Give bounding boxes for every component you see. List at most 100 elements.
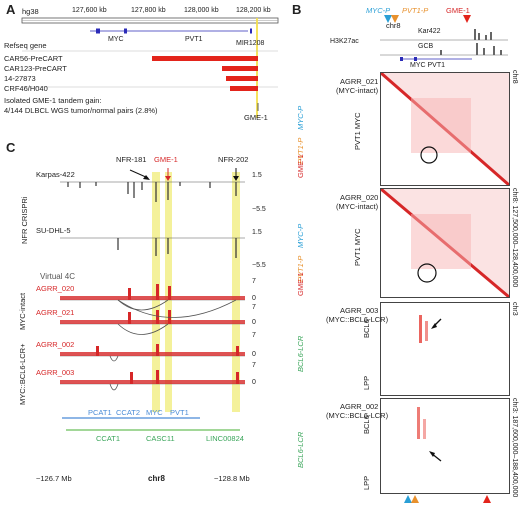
gain-bar — [222, 66, 258, 71]
tick: −5.5 — [252, 206, 266, 213]
tick: 0 — [252, 295, 256, 302]
tick: 0 — [252, 319, 256, 326]
gene-label: MYC — [108, 36, 124, 43]
chrom-label: chr8 — [386, 21, 401, 30]
gain-bar — [230, 86, 258, 91]
group-label: MYC::BCL6-LCR+ — [18, 343, 27, 405]
gene-ccat2: CCAT2 — [116, 408, 141, 417]
chr-coords: chr3: 187,600,000–188,400,000 — [511, 398, 518, 498]
map-subtitle: (MYC::BCL6-LCR) — [326, 315, 389, 324]
tick: −5.5 — [252, 262, 266, 269]
promoter-arrows — [384, 15, 471, 23]
gene-myc: MYC — [146, 408, 163, 417]
kar422-label: Kar422 — [418, 28, 441, 35]
map-title: AGRR_020 — [340, 193, 379, 202]
nfr202-label: NFR-202 — [218, 155, 249, 164]
tick-label: 127,800 kb — [131, 7, 166, 14]
gme-note: Isolated GME-1 tandem gain: — [4, 96, 102, 105]
sample-label: AGRR_020 — [36, 284, 75, 293]
cell-line-label: SU-DHL-5 — [36, 226, 71, 235]
gme1-label: GME-1 — [244, 113, 268, 122]
myc-promoter-icon — [384, 15, 392, 23]
tick: 7 — [252, 278, 256, 285]
sample-label: CAR123-PreCART — [4, 64, 67, 73]
h3k27ac-track — [380, 29, 508, 56]
myc-p-side: MYC-P — [296, 105, 305, 130]
map-title: AGRR_002 — [340, 402, 379, 411]
v4c-label: Virtual 4C — [40, 272, 75, 281]
gme1-triangle-icon — [483, 495, 491, 503]
nfr181-label: NFR-181 — [116, 155, 147, 164]
refseq-label: Refseq gene — [4, 41, 47, 50]
bcl6-lcr-side: BCL6-LCR — [296, 335, 305, 372]
panel-c-graphics — [60, 168, 245, 431]
tick: 0 — [252, 351, 256, 358]
hic-map-002 — [380, 398, 510, 494]
myc-promoter-icon — [404, 495, 412, 503]
hic-map-003 — [380, 302, 510, 396]
axis-left: ~126.7 Mb — [36, 474, 72, 483]
sample-label: CAR56-PreCART — [4, 54, 63, 63]
chr-side: chr8 — [511, 70, 518, 84]
tick: 7 — [252, 332, 256, 339]
chr-coords: chr8: 127,500,000–128,400,000 — [511, 188, 518, 288]
myc-p-side: MYC-P — [296, 223, 305, 248]
gain-bar — [226, 76, 258, 81]
gene-ccat1: CCAT1 — [96, 434, 121, 443]
side-genes: PVT1 MYC — [353, 112, 362, 150]
lpp-side: LPP — [362, 375, 371, 390]
map-subtitle: (MYC::BCL6-LCR) — [326, 411, 389, 420]
gene-pcat1: PCAT1 — [88, 408, 112, 417]
tick-label: 127,600 kb — [72, 7, 107, 14]
gene-pvt1: PVT1 — [170, 408, 189, 417]
panel-b-letter: B — [292, 2, 302, 17]
panel-a-letter: A — [6, 2, 16, 17]
gme1-top-label: GME-1 — [446, 6, 470, 15]
lpp-side: LPP — [362, 475, 371, 490]
bcl6-lcr-side: BCL6-LCR — [296, 431, 305, 468]
gcb-label: GCB — [418, 43, 434, 50]
bcl6-side: BCL6 — [362, 319, 371, 338]
gme1-label: GME-1 — [154, 155, 178, 164]
gene-casc11: CASC11 — [146, 434, 175, 443]
bcl6-side: BCL6 — [362, 415, 371, 434]
axis-chrom: chr8 — [148, 474, 165, 483]
gain-bar — [152, 56, 258, 61]
pvt1-promoter-icon — [411, 495, 419, 503]
gme-note-2: 4/144 DLBCL WGS tumor/normal pairs (2.8%… — [4, 106, 158, 115]
gme1-triangle-icon — [463, 15, 471, 23]
genome-label: hg38 — [22, 7, 39, 16]
map-subtitle: (MYC-intact) — [336, 202, 379, 211]
map-title: AGRR_003 — [340, 306, 379, 315]
tick: 7 — [252, 304, 256, 311]
tick-label: 128,200 kb — [236, 7, 271, 14]
myc-p-label: MYC-P — [366, 6, 391, 15]
axis-right: ~128.8 Mb — [214, 474, 250, 483]
gene-model — [400, 57, 472, 61]
chr-side: chr3 — [511, 302, 518, 316]
panel-c-letter: C — [6, 140, 16, 155]
map-title: AGRR_021 — [340, 77, 379, 86]
pvt1-p-label: PVT1-P — [402, 6, 429, 15]
tick-label: 128,000 kb — [184, 7, 219, 14]
group-label: MYC-intact — [18, 292, 27, 330]
h3k27ac-label: H3K27ac — [330, 38, 359, 45]
sample-label: AGRR_021 — [36, 308, 75, 317]
nfr202-highlight — [232, 172, 240, 412]
gene-row-label: MYC PVT1 — [410, 62, 446, 69]
cell-line-label: Karpas-422 — [36, 170, 75, 179]
pvt1-promoter-icon — [391, 15, 399, 23]
sample-label: 14-27873 — [4, 74, 36, 83]
hic-map-021 — [380, 72, 510, 186]
tick: 1.5 — [252, 229, 262, 236]
tick: 7 — [252, 362, 256, 369]
gene-linc00824: LINC00824 — [206, 434, 244, 443]
map-subtitle: (MYC-intact) — [336, 86, 379, 95]
sample-label: CRF46/H040 — [4, 84, 48, 93]
sample-label: AGRR_003 — [36, 368, 75, 377]
gme1-side: GME-1 — [296, 272, 305, 296]
tick: 1.5 — [252, 172, 262, 179]
gme1-side: GME-1 — [296, 154, 305, 178]
tick: 0 — [252, 379, 256, 386]
hic-map-020 — [380, 188, 510, 298]
